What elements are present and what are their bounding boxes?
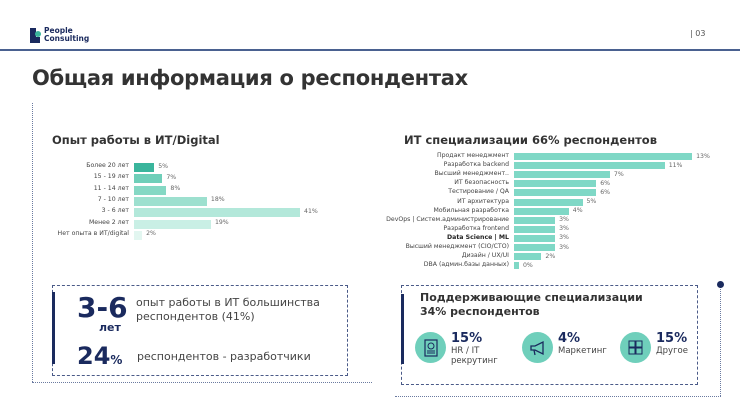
stat-hr: 15% HR / IT рекрутинг — [415, 332, 499, 366]
category-label: 3 - 6 лет — [101, 207, 129, 215]
bar — [134, 185, 167, 195]
stat-percent: 4% — [558, 331, 581, 346]
bar — [514, 216, 556, 224]
dotted-divider — [32, 382, 372, 383]
data-label: 3% — [559, 225, 569, 233]
page-number: | 03 — [690, 29, 706, 38]
stat-developers-value: 24 — [77, 342, 111, 370]
bar — [514, 207, 569, 215]
bar — [134, 196, 207, 206]
stat-percent: 15% — [656, 331, 688, 346]
stat-developers: 24% — [77, 342, 122, 370]
data-label: 5% — [586, 198, 597, 205]
bar — [514, 253, 542, 261]
megaphone-icon — [522, 332, 553, 363]
bar — [134, 163, 155, 172]
category-label: 7 - 10 лет — [97, 195, 129, 203]
bar — [514, 162, 665, 170]
bar — [514, 171, 610, 179]
data-label: 2% — [545, 252, 556, 260]
category-label: Дизайн / UX/UI — [461, 252, 509, 260]
stat-other: 15% Другое — [620, 332, 688, 363]
header-divider — [0, 49, 740, 51]
bar — [514, 180, 597, 188]
data-label: 11% — [668, 161, 683, 169]
data-label: 7% — [613, 170, 624, 178]
accent-bar — [401, 294, 404, 364]
data-label: 5% — [158, 162, 169, 170]
bar — [514, 234, 556, 242]
data-label: 3% — [559, 234, 569, 242]
category-label: Продакт менеджмент — [436, 152, 509, 159]
stat-label: Другое — [656, 346, 688, 356]
category-label: DBA (админ.базы данных) — [423, 261, 509, 269]
category-label: Более 20 лет — [86, 162, 129, 169]
chart-title-specializations: ИТ специализации 66% респондентов — [404, 133, 657, 147]
bar — [134, 230, 143, 240]
bar — [514, 225, 556, 233]
stat-percent: 15% — [451, 331, 483, 346]
category-label: Менее 2 лет — [88, 218, 129, 226]
supporting-specializations-box: Поддерживающие специализации 34% респонд… — [401, 285, 698, 385]
stat-label: HR / IT рекрутинг — [451, 346, 498, 366]
category-label: Высший менеджмент (CIO/CTO) — [405, 243, 509, 250]
accent-bar — [52, 292, 55, 364]
dotted-divider — [32, 103, 33, 382]
bar — [514, 262, 519, 270]
stat-years-text: опыт работы в ИТ большинства респонденто… — [136, 296, 320, 323]
key-facts-box: 3-6 лет опыт работы в ИТ большинства рес… — [52, 285, 348, 376]
category-label: 15 - 19 лет — [93, 173, 129, 181]
page-title: Общая информация о респондентах — [32, 66, 468, 90]
category-label: DevOps | Систем.администрирование — [386, 215, 509, 223]
divider-dot — [717, 281, 724, 288]
bar — [514, 244, 556, 251]
category-label: ИТ безопасность — [454, 179, 509, 187]
data-label: 3% — [559, 243, 569, 251]
bar — [514, 153, 693, 160]
data-label: 4% — [572, 207, 583, 215]
data-label: 6% — [600, 188, 611, 196]
data-label: 2% — [146, 230, 156, 238]
dotted-divider — [720, 285, 721, 396]
box-title: Поддерживающие специализации 34% респонд… — [420, 291, 643, 318]
data-label: 41% — [304, 207, 318, 215]
data-label: 13% — [696, 152, 710, 160]
data-label: 3% — [559, 216, 569, 224]
stat-developers-unit: % — [110, 353, 123, 367]
logo: People Consulting — [30, 27, 89, 43]
bar — [134, 219, 211, 229]
puzzle-icon — [620, 332, 651, 363]
data-label: 6% — [600, 179, 611, 187]
data-label: 8% — [170, 185, 181, 193]
category-label: Разработка backend — [443, 161, 509, 169]
category-label: 11 - 14 лет — [93, 184, 129, 192]
logo-text: Consulting — [44, 34, 90, 43]
stat-developers-text: респондентов - разработчики — [137, 350, 311, 363]
data-label: 19% — [214, 219, 229, 226]
stat-label: Маркетинг — [558, 346, 607, 356]
chart-title-experience: Опыт работы в ИТ/Digital — [52, 133, 220, 147]
category-label: ИТ архитектура — [457, 197, 509, 205]
stat-years-unit: лет — [99, 321, 121, 334]
category-label: Мобильная разработка — [433, 206, 509, 214]
data-label: 0% — [523, 261, 533, 269]
bar — [134, 174, 163, 184]
stat-years: 3-6 — [77, 291, 128, 324]
logo-text: People — [44, 26, 73, 35]
category-label: Высший менеджмент.. — [434, 170, 509, 178]
stat-marketing: 4% Маркетинг — [522, 332, 607, 363]
bar — [134, 208, 301, 218]
category-label: Тестирование / QA — [448, 188, 509, 196]
data-label: 7% — [166, 173, 177, 181]
dotted-divider — [395, 396, 721, 397]
logo-mark-icon — [30, 27, 41, 43]
category-label: Data Science | ML — [447, 233, 509, 241]
category-label: Нет опыта в ИТ/digital — [57, 229, 129, 237]
data-label: 18% — [210, 196, 225, 204]
category-label: Разработка frontend — [443, 224, 509, 232]
bar — [514, 189, 597, 197]
resume-icon — [415, 332, 446, 363]
bar — [514, 198, 583, 206]
